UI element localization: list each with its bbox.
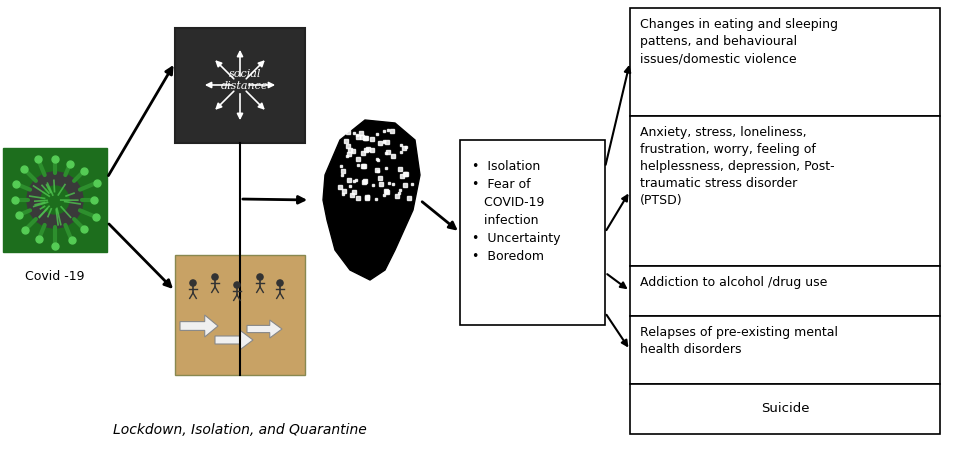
Polygon shape: [180, 315, 218, 337]
Text: Covid -19: Covid -19: [25, 270, 85, 283]
Circle shape: [277, 280, 283, 286]
Bar: [630, 8, 940, 116]
Text: Anxiety, stress, loneliness,
frustration, worry, feeling of
helplessness, depres: Anxiety, stress, loneliness, frustration…: [640, 126, 835, 207]
Circle shape: [41, 186, 69, 214]
Bar: [630, 266, 940, 316]
Text: Changes in eating and sleeping
pattens, and behavioural
issues/domestic violence: Changes in eating and sleeping pattens, …: [640, 18, 838, 65]
Text: Suicide: Suicide: [761, 402, 810, 415]
Bar: [3, 148, 107, 252]
Text: •  Isolation
•  Fear of
   COVID-19
   infection
•  Uncertainty
•  Boredom: • Isolation • Fear of COVID-19 infection…: [472, 160, 561, 263]
Circle shape: [256, 274, 263, 280]
Bar: [630, 316, 940, 384]
Circle shape: [27, 172, 83, 228]
Bar: [460, 140, 605, 325]
Polygon shape: [215, 330, 253, 350]
Bar: [630, 384, 940, 434]
Text: Addiction to alcohol /drug use: Addiction to alcohol /drug use: [640, 276, 828, 289]
Circle shape: [189, 280, 196, 286]
Text: Relapses of pre-existing mental
health disorders: Relapses of pre-existing mental health d…: [640, 326, 838, 356]
Circle shape: [234, 282, 240, 288]
Text: social
distance: social distance: [221, 69, 269, 91]
Bar: [175, 28, 305, 143]
Circle shape: [211, 274, 218, 280]
PathPatch shape: [323, 120, 420, 280]
Bar: [175, 255, 305, 375]
Polygon shape: [247, 320, 282, 338]
Bar: [630, 116, 940, 266]
Text: Lockdown, Isolation, and Quarantine: Lockdown, Isolation, and Quarantine: [113, 423, 367, 437]
